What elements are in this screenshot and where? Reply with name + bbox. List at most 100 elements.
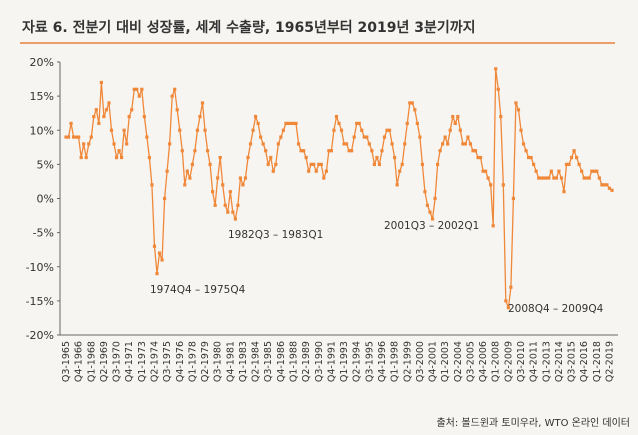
point xyxy=(241,183,245,187)
point xyxy=(211,190,215,194)
x-tick-label: Q3-2015 xyxy=(567,341,578,382)
point xyxy=(319,162,323,166)
x-tick-label: Q2-2009 xyxy=(503,341,514,382)
point xyxy=(491,224,495,228)
x-tick-label: Q3-2000 xyxy=(415,341,426,382)
x-tick-label: Q3-2005 xyxy=(465,341,476,382)
point xyxy=(112,142,116,146)
x-tick-label: Q1-1983 xyxy=(238,341,249,382)
point xyxy=(542,176,546,180)
point xyxy=(506,306,510,310)
point xyxy=(195,128,200,132)
point xyxy=(575,155,579,160)
point xyxy=(438,149,442,153)
point xyxy=(120,155,124,160)
x-tick-label: Q4-1981 xyxy=(225,341,236,382)
point xyxy=(71,135,76,139)
point xyxy=(236,203,240,207)
x-tick-label: Q1-1978 xyxy=(187,341,198,382)
x-tick-label: Q3-1995 xyxy=(364,341,375,382)
point xyxy=(347,149,351,153)
point xyxy=(478,155,483,160)
point xyxy=(92,115,96,119)
point xyxy=(140,87,144,91)
point xyxy=(605,183,609,187)
point xyxy=(380,149,384,153)
point xyxy=(109,128,114,132)
point xyxy=(147,155,152,160)
x-tick-label: Q3-1990 xyxy=(314,341,325,382)
point xyxy=(537,176,541,180)
point xyxy=(130,108,134,112)
point xyxy=(410,101,414,105)
point xyxy=(168,142,172,146)
point xyxy=(256,121,260,126)
point xyxy=(504,299,508,303)
point xyxy=(223,203,227,207)
point xyxy=(456,115,460,119)
point xyxy=(473,149,478,153)
point xyxy=(393,155,397,160)
point xyxy=(226,210,230,214)
point xyxy=(597,176,601,180)
point xyxy=(420,162,425,166)
x-tick-label: Q2-1969 xyxy=(99,341,110,382)
point xyxy=(377,162,382,166)
point xyxy=(435,162,440,166)
x-tick-label: Q2-1984 xyxy=(251,341,262,382)
point xyxy=(519,128,523,132)
point xyxy=(190,162,194,166)
point xyxy=(448,128,452,132)
point xyxy=(446,142,450,146)
point xyxy=(430,217,435,221)
point xyxy=(64,135,68,139)
x-tick-label: Q1-1993 xyxy=(339,341,350,382)
point xyxy=(375,155,379,160)
point xyxy=(590,169,594,173)
point xyxy=(564,162,569,166)
x-tick-label: Q2-1994 xyxy=(352,341,363,382)
point xyxy=(344,142,349,146)
point xyxy=(69,121,73,126)
point xyxy=(582,176,586,180)
point xyxy=(281,128,285,132)
point xyxy=(266,162,270,166)
point xyxy=(327,149,331,153)
point xyxy=(569,155,574,160)
point xyxy=(307,169,311,173)
point xyxy=(243,176,248,180)
point xyxy=(304,155,308,160)
point xyxy=(400,162,404,166)
point xyxy=(97,121,101,126)
point xyxy=(413,108,417,112)
x-tick-label: Q1-2018 xyxy=(592,341,603,382)
point xyxy=(251,128,255,132)
point xyxy=(77,135,81,139)
point xyxy=(350,149,354,153)
point xyxy=(289,121,293,126)
point xyxy=(403,142,407,146)
point xyxy=(463,142,467,146)
point xyxy=(342,142,346,146)
point xyxy=(534,169,538,173)
point xyxy=(539,176,543,180)
point xyxy=(468,142,473,146)
point xyxy=(99,80,103,85)
point xyxy=(521,142,526,146)
point xyxy=(145,135,149,139)
point xyxy=(365,135,369,139)
point xyxy=(160,258,164,262)
x-tick-label: Q4-2011 xyxy=(529,341,540,382)
point xyxy=(544,176,548,180)
point xyxy=(312,162,316,166)
point xyxy=(317,162,321,166)
point xyxy=(367,142,371,146)
point xyxy=(233,217,237,221)
point xyxy=(458,128,462,132)
x-tick-label: Q1-1968 xyxy=(86,341,97,382)
chart-title: 자료 6. 전분기 대비 성장률, 세계 수출량, 1965년부터 2019년 … xyxy=(22,19,475,36)
point xyxy=(198,115,202,119)
point xyxy=(516,108,521,112)
point xyxy=(170,94,174,98)
